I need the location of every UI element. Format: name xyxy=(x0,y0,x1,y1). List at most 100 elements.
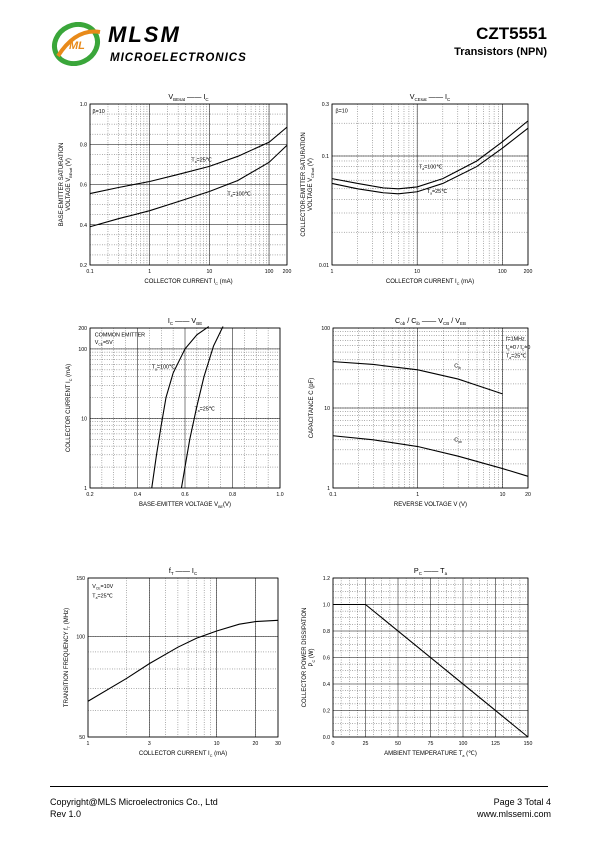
chart-annotation: Ta=25℃ xyxy=(191,157,211,164)
chart-3: 0.2 0.4 0.6 0.8 1.0 1 10 100 200 IC —— VBE BASE-EM… xyxy=(66,316,284,509)
page-number: Page 3 Total 4 xyxy=(493,797,551,807)
y-axis-label-2: VOLTAGE VBEsat (V) xyxy=(66,158,73,211)
plot-frame xyxy=(87,577,279,738)
x-tick-label: 0.4 xyxy=(134,492,141,498)
x-tick-label: 1 xyxy=(148,269,151,275)
series-line-2 xyxy=(180,326,224,489)
mlsm-logo-icon: ML xyxy=(52,22,101,66)
x-tick-label: 100 xyxy=(459,741,468,747)
y-axis-label: COLLECTOR-EMITTER SATURATION xyxy=(301,132,307,236)
chart-annotation: IE=0 / IC=0 xyxy=(506,345,530,352)
x-tick-label: 1 xyxy=(87,741,90,747)
x-axis-label: AMBIENT TEMPERATURE Ta (℃) xyxy=(384,751,477,758)
y-tick-label: 0.2 xyxy=(80,263,87,269)
y-tick-label: 100 xyxy=(78,347,87,353)
chart-annotation: VCE=10V xyxy=(92,584,113,591)
x-tick-label: 1 xyxy=(331,269,334,275)
chart-annotation: COMMON EMITTER xyxy=(95,333,145,339)
series-line-1 xyxy=(89,126,288,195)
y-tick-label: 0.6 xyxy=(323,656,330,662)
part-type: Transistors (NPN) xyxy=(454,46,547,58)
chart-6: 0 25 50 75 100 125 150 0.0 0.2 0.4 0.6 0.8 1.0 1.2 PC … xyxy=(302,566,532,758)
x-tick-label: 100 xyxy=(265,269,274,275)
x-tick-label: 1.0 xyxy=(276,492,283,498)
chart-title: VCEsat —— IC xyxy=(410,92,451,102)
series-line-1 xyxy=(151,326,210,489)
chart-annotation: Ta=100℃ xyxy=(227,192,250,199)
chart-annotation: Ta=25℃ xyxy=(195,407,215,414)
x-tick-label: 100 xyxy=(498,269,507,275)
y-axis-label: COLLECTOR CURRENT IC (mA) xyxy=(66,364,73,452)
y-tick-label: 50 xyxy=(79,735,85,741)
chart-annotation: Ta=100℃ xyxy=(152,365,175,372)
y-tick-label: 200 xyxy=(78,326,87,332)
chart-annotation: Ta=25℃ xyxy=(427,189,447,196)
x-tick-label: 0.8 xyxy=(229,492,236,498)
y-tick-label: 1.0 xyxy=(323,603,330,609)
plot-frame xyxy=(89,327,281,489)
chart-title: VBEsat —— IC xyxy=(168,92,209,102)
chart-1: 0.1 1 10 100 200 0.2 0.4 0.6 0.8 1.0 VBEsat —— IC C… xyxy=(59,92,291,286)
y-tick-label: 0.4 xyxy=(323,682,330,688)
plot-frame xyxy=(89,103,288,266)
y-axis-label: COLLECTOR POWER DISSIPATION xyxy=(302,608,308,708)
chart-title: fT —— IC xyxy=(169,566,198,576)
logo-name: MLSM xyxy=(108,22,181,47)
y-axis-label: CAPACITANCE C (pF) xyxy=(309,378,315,438)
y-tick-label: 0.2 xyxy=(323,709,330,715)
part-number: CZT5551 xyxy=(476,24,547,43)
chart-annotation: β=10 xyxy=(336,109,348,115)
website-link[interactable]: www.mlssemi.com xyxy=(476,809,551,819)
y-axis-label-2: PC (W) xyxy=(309,648,316,666)
y-tick-label: 0.1 xyxy=(322,154,329,160)
logo-subtitle: MICROELECTRONICS xyxy=(110,52,247,64)
chart-annotation: β=10 xyxy=(92,109,104,115)
y-tick-label: 0.8 xyxy=(80,142,87,148)
x-tick-label: 30 xyxy=(275,741,281,747)
series-line-2 xyxy=(331,127,529,195)
y-axis-label: BASE-EMITTER SATURATION xyxy=(59,143,65,227)
chart-5: 1 3 10 20 30 50 100 150 fT —— IC COLLECTOR CURREN… xyxy=(64,566,281,758)
y-axis-label: TRANSITION FREQUENCY fT (MHz) xyxy=(64,608,71,707)
series-line-1 xyxy=(87,619,279,702)
series-line-2 xyxy=(89,144,288,228)
x-tick-label: 200 xyxy=(524,269,533,275)
x-tick-label: 0.2 xyxy=(86,492,93,498)
x-axis-label: REVERSE VOLTAGE V (V) xyxy=(394,502,467,508)
chart-2: 1 10 100 200 0.01 0.1 0.3 VCEsat —— IC COLLECTOR… xyxy=(301,92,532,286)
chart-annotation: Ta=100℃ xyxy=(419,164,442,171)
x-tick-label: 200 xyxy=(283,269,292,275)
chart-annotation: Ta=25℃ xyxy=(92,594,112,601)
copyright-text: Copyright@MLS Microelectronics Co., Ltd xyxy=(50,797,218,807)
y-tick-label: 0.0 xyxy=(323,735,330,741)
svg-text:ML: ML xyxy=(69,40,85,52)
y-tick-label: 1 xyxy=(84,486,87,492)
y-tick-label: 0.01 xyxy=(319,263,329,269)
y-tick-label: 100 xyxy=(76,635,85,641)
chart-annotation: f=1MHz xyxy=(506,336,525,342)
x-tick-label: 10 xyxy=(214,741,220,747)
x-tick-label: 0.1 xyxy=(329,492,336,498)
x-axis-label: BASE-EMITTER VOLTAGE VBE(V) xyxy=(139,502,231,509)
chart-annotation: Cib xyxy=(454,364,461,371)
x-tick-label: 10 xyxy=(500,492,506,498)
chart-title: PC —— Ta xyxy=(414,566,448,576)
footer-divider xyxy=(50,786,548,787)
plot-frame xyxy=(331,103,529,266)
plot-frame xyxy=(332,577,529,738)
y-tick-label: 0.8 xyxy=(323,629,330,635)
y-tick-label: 1.2 xyxy=(323,576,330,582)
x-axis-label: COLLECTOR CURRENT IC (mA) xyxy=(139,751,227,758)
x-tick-label: 10 xyxy=(414,269,420,275)
chart-annotation: Ta=25℃ xyxy=(506,353,526,360)
x-axis-label: COLLECTOR CURRENT IC (mA) xyxy=(144,279,232,286)
x-tick-label: 150 xyxy=(524,741,533,747)
y-tick-label: 10 xyxy=(324,406,330,412)
x-tick-label: 20 xyxy=(525,492,531,498)
y-tick-label: 0.4 xyxy=(80,223,87,229)
y-tick-label: 150 xyxy=(76,576,85,582)
x-tick-label: 75 xyxy=(428,741,434,747)
chart-title: IC —— VBE xyxy=(168,316,202,326)
